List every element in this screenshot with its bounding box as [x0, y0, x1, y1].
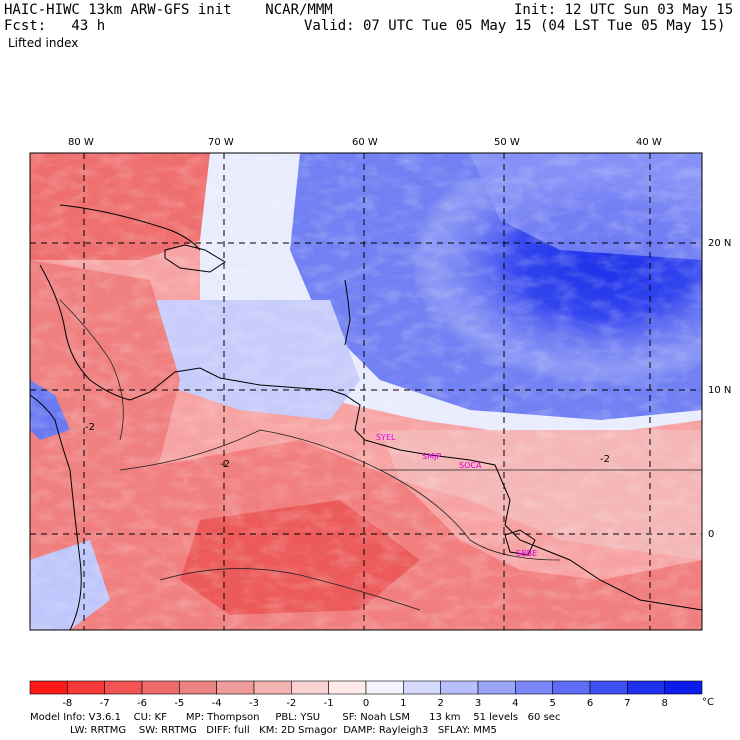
colorbar-swatch [253, 680, 292, 695]
colorbar-tick-label: -3 [249, 698, 259, 709]
station-label: SYEL [376, 433, 396, 442]
colorbar-swatch [179, 680, 217, 695]
contours [59, 299, 702, 611]
colorbar-tick-label: 5 [549, 698, 555, 709]
model-title: HAIC-HIWC 13km ARW-GFS init NCAR/MMM [4, 2, 333, 18]
colorbar-swatch [552, 680, 591, 695]
colorbar-tick-label: 3 [475, 698, 481, 709]
colorbar: -8 -7 -6 -5 -4 -3 -2 -1 0 1 2 3 4 5 6 7 8 °C [29, 680, 714, 709]
contour-label: -2 [85, 422, 95, 433]
station-label: SOCA [459, 461, 482, 470]
colorbar-tick-label: -8 [62, 698, 72, 709]
forecast-hour: Fcst: 43 h [4, 18, 106, 34]
lon-label: 50 W [494, 137, 520, 148]
contour-label: -2 [220, 459, 230, 470]
colorbar-swatch [104, 680, 143, 695]
colorbar-tick-label: -1 [324, 698, 334, 709]
colorbar-tick-label: 1 [400, 698, 406, 709]
map-field [30, 153, 702, 630]
station-label: SBBE [516, 549, 537, 558]
colorbar-swatch [627, 680, 665, 695]
colorbar-tick-label: -5 [174, 698, 184, 709]
colorbar-swatch [403, 680, 441, 695]
lat-label: 10 N [708, 385, 731, 396]
colorbar-swatch [67, 680, 105, 695]
lon-label: 40 W [636, 137, 662, 148]
colorbar-swatch [477, 680, 516, 695]
colorbar-swatch [291, 680, 329, 695]
colorbar-swatch [589, 680, 628, 695]
colorbar-tick-label: -4 [212, 698, 222, 709]
model-info-line1: Model Info: V3.6.1 CU: KF MP: Thompson P… [30, 712, 561, 723]
contour-label: -2 [600, 454, 610, 465]
colorbar-tick-label: 4 [512, 698, 518, 709]
colorbar-tick-label: -6 [137, 698, 147, 709]
lat-label: 20 N [708, 238, 731, 249]
station-label: SMJP [422, 452, 441, 461]
colorbar-swatch [365, 680, 404, 695]
valid-time: Valid: 07 UTC Tue 05 May 15 (04 LST Tue … [304, 18, 726, 34]
map-frame [29, 152, 703, 631]
init-time: Init: 12 UTC Sun 03 May 15 [514, 2, 734, 18]
colorbar-tick-label: -2 [286, 698, 296, 709]
colorbar-swatch [664, 680, 703, 695]
colorbar-swatch [440, 680, 479, 695]
lon-label: 70 W [208, 137, 234, 148]
colorbar-swatch [29, 680, 68, 695]
model-info-line2: LW: RRTMG SW: RRTMG DIFF: full KM: 2D Sm… [70, 725, 497, 736]
colorbar-swatch [328, 680, 367, 695]
lat-label: 0 [708, 529, 714, 540]
graticule [30, 153, 702, 630]
coastlines [30, 204, 702, 630]
colorbar-tick-label: 8 [661, 698, 667, 709]
colorbar-tick-label: 6 [587, 698, 593, 709]
colorbar-swatch [515, 680, 553, 695]
colorbar-swatch [216, 680, 255, 695]
field-name: Lifted index [8, 36, 79, 50]
colorbar-unit: °C [702, 697, 714, 708]
colorbar-tick-label: -7 [100, 698, 110, 709]
lon-label: 80 W [68, 137, 94, 148]
colorbar-swatch [141, 680, 180, 695]
colorbar-tick-label: 7 [624, 698, 630, 709]
colorbar-tick-label: 0 [363, 698, 369, 709]
lon-label: 60 W [352, 137, 378, 148]
colorbar-tick-label: 2 [437, 698, 443, 709]
